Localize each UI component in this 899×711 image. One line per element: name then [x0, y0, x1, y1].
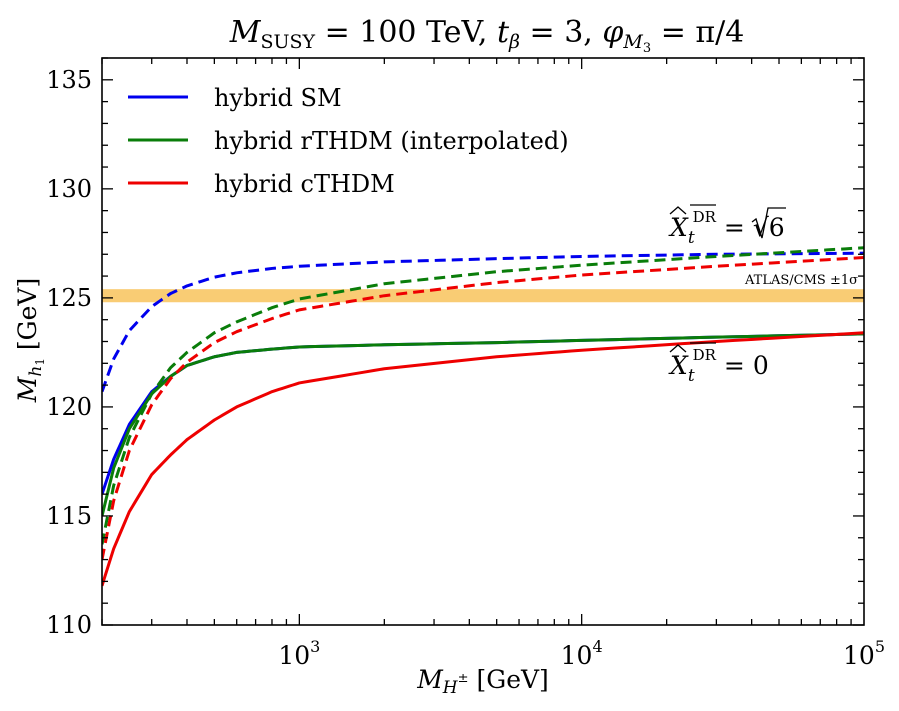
y-tick-label-125: 125	[46, 284, 92, 312]
series-line-4	[102, 246, 864, 545]
atlas-cms-band	[102, 289, 864, 303]
chart-title: MSUSY = 100 TeV, tβ = 3, φM3 = π/4	[229, 15, 745, 56]
band-label: ATLAS/CMS ±1σ	[744, 273, 858, 288]
svg-text:XtDR = √6: XtDR = √6	[668, 208, 785, 248]
y-tick-label-135: 135	[46, 66, 92, 94]
svg-text:XtDR = 0: XtDR = 0	[668, 346, 769, 386]
x-axis-label: MH± [GeV]	[416, 665, 549, 698]
y-tick-label-110: 110	[46, 611, 92, 639]
series-line-2	[102, 331, 864, 587]
x-tick-label-1e3: 103	[278, 637, 320, 670]
y-tick-label-120: 120	[46, 393, 92, 421]
y-tick-label-115: 115	[46, 502, 92, 530]
series-line-3	[102, 251, 864, 393]
hat-accent	[669, 206, 687, 215]
legend-label-cthdm: hybrid cTHDM	[214, 170, 395, 198]
annotation-xt-zero: XtDR = 0	[668, 342, 769, 386]
legend-label-sm: hybrid SM	[214, 84, 342, 112]
annotation-xt-sqrt6: XtDR = √6	[668, 204, 786, 248]
y-tick-label-130: 130	[46, 175, 92, 203]
sqrt-sign	[751, 207, 786, 239]
x-tick-label-1e5: 105	[843, 637, 885, 670]
series-line-1	[102, 332, 864, 517]
hat-accent	[669, 344, 687, 353]
x-tick-label-1e4: 104	[561, 637, 603, 670]
y-axis-label: Mh1 [GeV]	[13, 278, 47, 403]
legend-label-rthdm: hybrid rTHDM (interpolated)	[214, 127, 569, 155]
legend: hybrid SM hybrid rTHDM (interpolated) hy…	[128, 84, 569, 198]
series-line-5	[102, 256, 864, 560]
